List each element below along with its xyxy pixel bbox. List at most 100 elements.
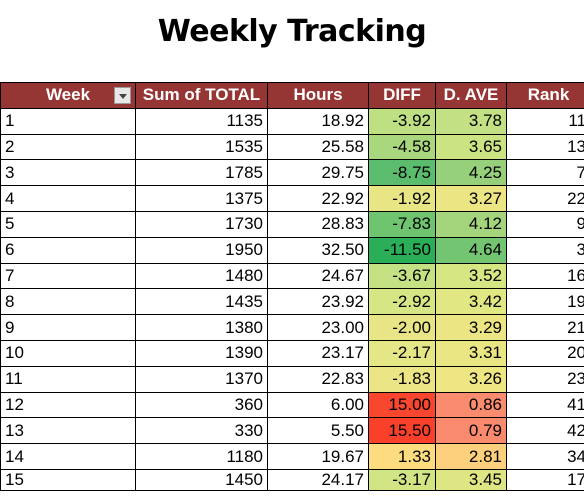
total-cell[interactable]: 1370 (135, 365, 268, 393)
rank-cell[interactable]: 13 (506, 133, 584, 161)
rank-cell[interactable]: 41 (506, 391, 584, 419)
hours-cell[interactable]: 32.50 (267, 236, 369, 264)
total-cell[interactable]: 1785 (135, 159, 268, 187)
filter-dropdown-icon[interactable] (114, 87, 131, 104)
diff-cell[interactable]: -2.00 (368, 314, 436, 341)
total-cell[interactable]: 1375 (135, 185, 268, 212)
hours-cell[interactable]: 28.83 (267, 210, 369, 238)
total-column-header[interactable]: Sum of TOTAL (135, 82, 268, 109)
diff-cell[interactable]: -3.92 (368, 107, 436, 135)
dave-cell[interactable]: 0.79 (435, 417, 507, 445)
week-column-header[interactable]: Week (0, 82, 136, 109)
total-cell[interactable]: 1480 (135, 262, 268, 290)
week-cell[interactable]: 7 (0, 262, 136, 290)
hours-cell[interactable]: 5.50 (267, 417, 369, 445)
rank-cell[interactable]: 22 (506, 185, 584, 212)
rank-cell[interactable]: 7 (506, 159, 584, 187)
hours-cell[interactable]: 24.17 (267, 468, 369, 491)
dave-cell[interactable]: 4.64 (435, 236, 507, 264)
diff-cell[interactable]: -3.67 (368, 262, 436, 290)
week-cell[interactable]: 2 (0, 133, 136, 161)
diff-cell[interactable]: 1.33 (368, 443, 436, 470)
dave-cell[interactable]: 3.27 (435, 185, 507, 212)
hours-cell[interactable]: 22.92 (267, 185, 369, 212)
week-cell[interactable]: 8 (0, 288, 136, 316)
hours-cell[interactable]: 24.67 (267, 262, 369, 290)
week-cell[interactable]: 5 (0, 210, 136, 238)
hours-cell[interactable]: 18.92 (267, 107, 369, 135)
total-cell[interactable]: 1180 (135, 443, 268, 470)
rank-column-header[interactable]: Rank (506, 82, 584, 109)
rank-cell[interactable]: 34 (506, 443, 584, 470)
week-cell[interactable]: 11 (0, 365, 136, 393)
diff-cell[interactable]: -4.58 (368, 133, 436, 161)
week-cell[interactable]: 10 (0, 339, 136, 367)
diff-cell[interactable]: -3.17 (368, 468, 436, 491)
hours-column-header[interactable]: Hours (267, 82, 369, 109)
dave-cell[interactable]: 3.45 (435, 468, 507, 491)
diff-cell[interactable]: 15.00 (368, 391, 436, 419)
week-cell[interactable]: 15 (0, 468, 136, 491)
diff-cell[interactable]: -2.92 (368, 288, 436, 316)
hours-cell[interactable]: 23.00 (267, 314, 369, 341)
diff-cell[interactable]: 15.50 (368, 417, 436, 445)
hours-cell[interactable]: 22.83 (267, 365, 369, 393)
total-cell[interactable]: 360 (135, 391, 268, 419)
total-cell[interactable]: 1135 (135, 107, 268, 135)
rank-cell[interactable]: 21 (506, 314, 584, 341)
week-cell[interactable]: 13 (0, 417, 136, 445)
total-cell[interactable]: 1950 (135, 236, 268, 264)
dave-cell[interactable]: 3.29 (435, 314, 507, 341)
rank-cell[interactable]: 16 (506, 262, 584, 290)
dave-column-header[interactable]: D. AVE (435, 82, 507, 109)
dave-cell[interactable]: 4.12 (435, 210, 507, 238)
dave-cell[interactable]: 3.42 (435, 288, 507, 316)
week-cell[interactable]: 6 (0, 236, 136, 264)
hours-cell[interactable]: 6.00 (267, 391, 369, 419)
hours-cell[interactable]: 25.58 (267, 133, 369, 161)
hours-cell[interactable]: 29.75 (267, 159, 369, 187)
dave-cell[interactable]: 4.25 (435, 159, 507, 187)
diff-column-header[interactable]: DIFF (368, 82, 436, 109)
week-cell[interactable]: 12 (0, 391, 136, 419)
rank-cell[interactable]: 11 (506, 107, 584, 135)
diff-cell[interactable]: -1.83 (368, 365, 436, 393)
diff-cell[interactable]: -2.17 (368, 339, 436, 367)
total-cell[interactable]: 1390 (135, 339, 268, 367)
total-cell[interactable]: 1380 (135, 314, 268, 341)
dave-cell[interactable]: 3.26 (435, 365, 507, 393)
hours-cell[interactable]: 23.17 (267, 339, 369, 367)
dave-cell[interactable]: 3.78 (435, 107, 507, 135)
rank-cell[interactable]: 23 (506, 365, 584, 393)
diff-cell[interactable]: -8.75 (368, 159, 436, 187)
week-cell[interactable]: 3 (0, 159, 136, 187)
week-cell[interactable]: 4 (0, 185, 136, 212)
total-cell[interactable]: 1450 (135, 468, 268, 491)
week-cell[interactable]: 1 (0, 107, 136, 135)
rank-cell[interactable]: 20 (506, 339, 584, 367)
week-cell[interactable]: 14 (0, 443, 136, 470)
total-cell[interactable]: 330 (135, 417, 268, 445)
dave-cell[interactable]: 3.65 (435, 133, 507, 161)
rank-cell[interactable]: 17 (506, 468, 584, 491)
total-cell[interactable]: 1730 (135, 210, 268, 238)
dave-cell[interactable]: 3.31 (435, 339, 507, 367)
week-cell[interactable]: 9 (0, 314, 136, 341)
total-cell[interactable]: 1435 (135, 288, 268, 316)
dave-cell[interactable]: 2.81 (435, 443, 507, 470)
dave-cell[interactable]: 0.86 (435, 391, 507, 419)
rank-cell[interactable]: 9 (506, 210, 584, 238)
dave-cell[interactable]: 3.52 (435, 262, 507, 290)
rank-cell[interactable]: 3 (506, 236, 584, 264)
diff-cell[interactable]: -7.83 (368, 210, 436, 238)
rank-cell[interactable]: 19 (506, 288, 584, 316)
rank-cell[interactable]: 42 (506, 417, 584, 445)
hours-cell[interactable]: 23.92 (267, 288, 369, 316)
hours-cell[interactable]: 19.67 (267, 443, 369, 470)
total-cell[interactable]: 1535 (135, 133, 268, 161)
diff-cell[interactable]: -1.92 (368, 185, 436, 212)
diff-cell[interactable]: -11.50 (368, 236, 436, 264)
